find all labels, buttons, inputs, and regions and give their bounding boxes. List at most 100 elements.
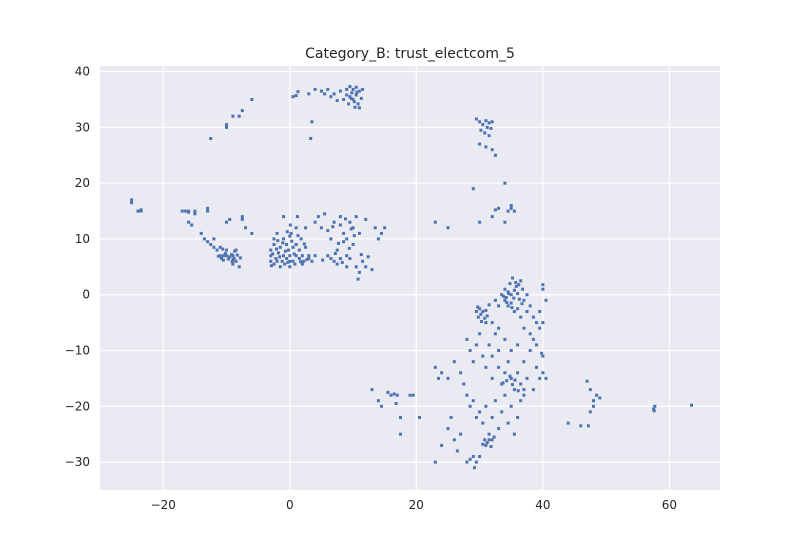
data-point [351, 87, 355, 91]
data-point [459, 371, 463, 375]
data-point [354, 93, 358, 97]
data-point [476, 315, 480, 319]
data-point [506, 209, 510, 213]
data-point [484, 404, 488, 408]
data-point [509, 206, 513, 210]
data-point [235, 253, 239, 257]
data-point [411, 393, 415, 397]
data-point [361, 259, 365, 263]
data-point [215, 248, 219, 252]
data-point [522, 388, 526, 392]
data-point [511, 276, 514, 280]
data-point [471, 187, 475, 191]
data-point [271, 252, 275, 256]
data-point [468, 404, 472, 408]
data-point [433, 220, 437, 224]
data-point [340, 260, 344, 264]
data-point [354, 85, 358, 89]
x-tick-label: 40 [535, 498, 550, 512]
data-point [592, 404, 595, 408]
data-point [321, 258, 325, 262]
data-point [329, 237, 333, 241]
data-point [269, 254, 273, 258]
data-point [225, 123, 228, 127]
data-point [221, 258, 225, 262]
x-axis-ticks: −20 0 20 40 60 [151, 498, 677, 512]
data-point [522, 393, 526, 397]
data-point [234, 259, 238, 263]
chart-title: Category_B: trust_electcom_5 [305, 46, 515, 62]
data-point [465, 393, 469, 397]
data-point [278, 255, 282, 259]
data-point [310, 120, 314, 124]
data-point [503, 220, 507, 224]
data-point [281, 241, 285, 245]
data-point [508, 374, 512, 378]
data-point [244, 226, 247, 230]
data-point [509, 301, 513, 305]
data-point [395, 393, 399, 397]
data-point [506, 304, 510, 308]
data-point [269, 248, 273, 252]
data-point [349, 227, 353, 231]
data-point [531, 337, 535, 341]
data-point [535, 343, 538, 347]
data-point [376, 399, 380, 403]
data-point [225, 220, 228, 224]
data-point [544, 298, 548, 302]
data-point [511, 383, 514, 387]
data-point [272, 243, 276, 246]
data-point [483, 438, 487, 442]
data-point [516, 389, 520, 393]
data-point [541, 283, 545, 287]
data-point [228, 217, 232, 221]
data-point [481, 123, 485, 127]
data-point [503, 337, 507, 341]
gridlines [100, 66, 720, 490]
data-point [471, 455, 475, 458]
data-point [465, 460, 469, 464]
data-point [474, 460, 478, 464]
data-point [344, 217, 347, 221]
data-point [484, 365, 488, 369]
data-point [357, 106, 361, 110]
data-point [478, 220, 482, 224]
data-point [193, 209, 197, 213]
data-point [282, 215, 285, 219]
data-point [399, 432, 402, 436]
data-point [505, 301, 509, 304]
data-point [508, 282, 512, 286]
data-point [506, 290, 510, 294]
data-point [487, 432, 491, 436]
data-point [216, 254, 220, 258]
plot-area [100, 66, 720, 490]
data-point [333, 252, 337, 255]
data-point [517, 297, 521, 301]
data-point [288, 265, 292, 269]
data-point [481, 442, 485, 446]
data-point [505, 379, 509, 383]
data-point [286, 260, 290, 264]
data-point [653, 404, 657, 408]
data-point [282, 237, 285, 241]
data-point [519, 279, 523, 283]
data-point [296, 90, 300, 94]
data-point [503, 287, 507, 291]
data-point [540, 351, 544, 355]
data-point [136, 209, 140, 213]
data-point [509, 349, 513, 352]
data-point [468, 457, 472, 461]
data-point [506, 360, 510, 364]
data-point [290, 239, 294, 243]
data-point [481, 310, 485, 313]
data-point [187, 210, 191, 214]
data-point [598, 396, 602, 400]
data-point [512, 209, 516, 213]
data-point [592, 399, 595, 403]
data-point [500, 293, 504, 297]
data-point [288, 234, 292, 238]
data-point [471, 399, 475, 403]
data-point [449, 416, 453, 419]
data-point [487, 303, 491, 307]
